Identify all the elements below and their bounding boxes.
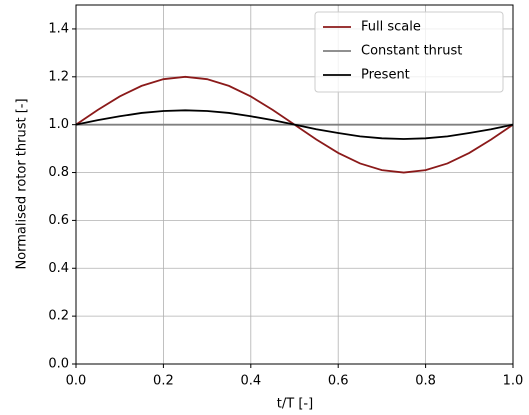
legend-label: Constant thrust (361, 44, 462, 59)
x-tick-label: 1.0 (503, 374, 524, 389)
y-tick-label: 0.2 (48, 309, 69, 324)
legend-label: Present (361, 68, 410, 83)
y-tick-label: 0.0 (48, 357, 69, 372)
x-tick-label: 0.8 (415, 374, 436, 389)
x-tick-label: 0.0 (66, 374, 87, 389)
series-line (75, 109, 514, 140)
legend-box (314, 11, 504, 93)
y-tick-label: 0.4 (48, 261, 69, 276)
x-axis-label: t/T [-] (277, 397, 313, 412)
x-tick-label: 0.6 (328, 374, 349, 389)
x-tick-label: 0.4 (240, 374, 261, 389)
plot-frame (75, 4, 514, 365)
y-tick-label: 0.6 (48, 213, 69, 228)
legend-label: Full scale (361, 20, 421, 35)
y-tick-label: 1.4 (48, 21, 69, 36)
y-tick-label: 1.0 (48, 117, 69, 132)
y-axis-label: Normalised rotor thrust [-] (15, 98, 30, 269)
y-tick-label: 0.8 (48, 165, 69, 180)
y-tick-label: 1.2 (48, 69, 69, 84)
x-tick-label: 0.2 (153, 374, 174, 389)
